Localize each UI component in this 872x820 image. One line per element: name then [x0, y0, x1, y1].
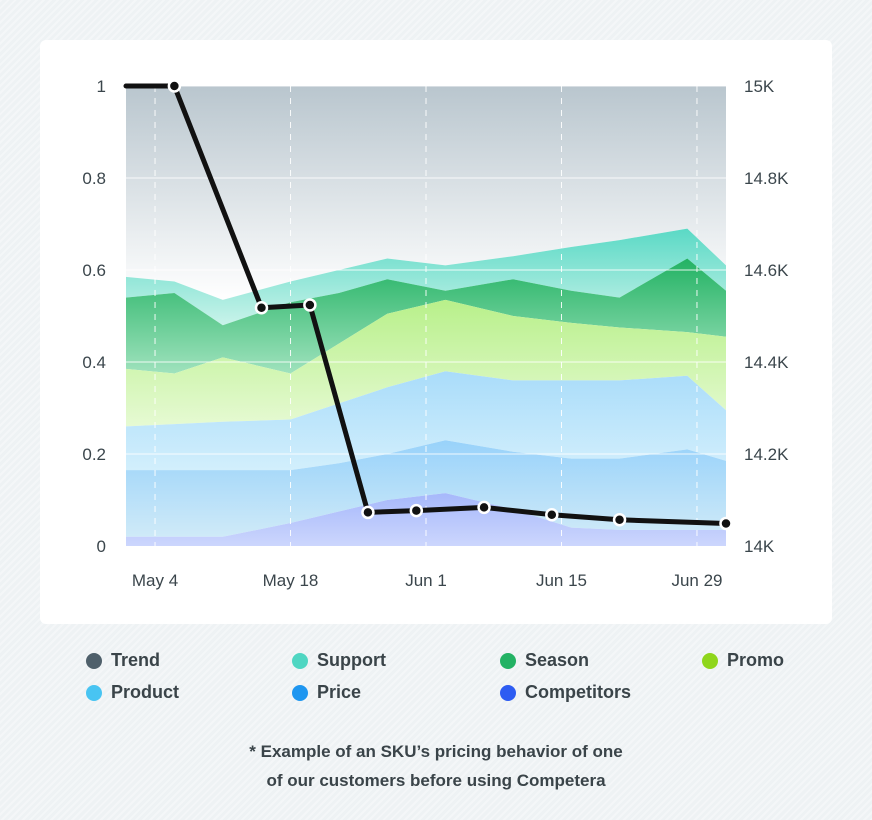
- y-right-tick-label: 14.2K: [744, 445, 789, 464]
- legend-swatch-promo: [702, 652, 718, 669]
- area-season: [126, 258, 726, 374]
- y-right-tick-label: 15K: [744, 77, 775, 96]
- area-support: [126, 228, 726, 326]
- legend-swatch-trend: [86, 652, 102, 669]
- x-tick-label: Jun 29: [671, 571, 722, 590]
- legend-item-season: Season: [500, 650, 589, 671]
- y-left-tick-label: 0.2: [82, 445, 106, 464]
- legend-item-product: Product: [86, 682, 179, 703]
- legend-item-promo: Promo: [702, 650, 784, 671]
- legend-item-trend: Trend: [86, 650, 160, 671]
- price-line: [123, 83, 729, 526]
- area-trend: [126, 86, 726, 300]
- price-point: [361, 505, 375, 520]
- y-right-tick-label: 14K: [744, 537, 775, 556]
- price-point: [719, 516, 733, 531]
- price-point: [167, 79, 182, 93]
- y-left-tick-label: 0: [97, 537, 106, 556]
- x-tick-label: May 18: [263, 571, 319, 590]
- pricing-chart: 0 0.2 0.4 0.6 0.8 1 14K 14.2K 14.4K 14.6K 14.8K 15K…: [82, 77, 789, 590]
- price-point: [254, 300, 269, 315]
- legend-swatch-support: [292, 652, 308, 669]
- legend-swatch-season: [500, 652, 516, 669]
- y-right-tick-label: 14.6K: [744, 261, 789, 280]
- legend-item-support: Support: [292, 650, 386, 671]
- legend-label: Promo: [727, 650, 785, 670]
- price-point: [477, 500, 491, 515]
- y-left-tick-label: 0.6: [82, 261, 106, 280]
- y-left-tick-label: 1: [97, 77, 106, 96]
- price-point: [303, 298, 317, 312]
- legend-swatch-price: [292, 684, 308, 701]
- x-tick-label: Jun 1: [405, 571, 447, 590]
- area-product: [126, 371, 726, 471]
- x-tick-label: Jun 15: [536, 571, 587, 590]
- legend-label: Support: [317, 650, 386, 670]
- y-left-tick-label: 0.8: [82, 169, 106, 188]
- price-point: [545, 507, 559, 522]
- y-left-tick-label: 0.4: [82, 353, 106, 372]
- legend-label: Product: [111, 682, 180, 702]
- footnote: * Example of an SKU’s pricing behavior o…: [0, 737, 872, 795]
- footnote-line-2: of our customers before using Competera: [266, 771, 606, 790]
- legend-item-competitors: Competitors: [500, 682, 631, 703]
- y-right-tick-label: 14.8K: [744, 169, 789, 188]
- area-price: [126, 440, 726, 537]
- legend-swatch-product: [86, 684, 102, 701]
- chart-legend: Trend Support Season Promo Product Price…: [86, 650, 846, 710]
- price-point: [409, 503, 424, 518]
- footnote-line-1: * Example of an SKU’s pricing behavior o…: [249, 742, 623, 761]
- price-point: [612, 513, 627, 527]
- y-right-tick-label: 14.4K: [744, 353, 789, 372]
- legend-label: Price: [317, 682, 362, 702]
- x-tick-label: May 4: [132, 571, 178, 590]
- chart-card: 0 0.2 0.4 0.6 0.8 1 14K 14.2K 14.4K 14.6K 14.8K 15K…: [40, 40, 832, 624]
- legend-item-price: Price: [292, 682, 361, 703]
- legend-label: Competitors: [525, 682, 632, 702]
- legend-label: Season: [525, 650, 590, 670]
- legend-label: Trend: [111, 650, 161, 670]
- legend-swatch-competitors: [500, 684, 516, 701]
